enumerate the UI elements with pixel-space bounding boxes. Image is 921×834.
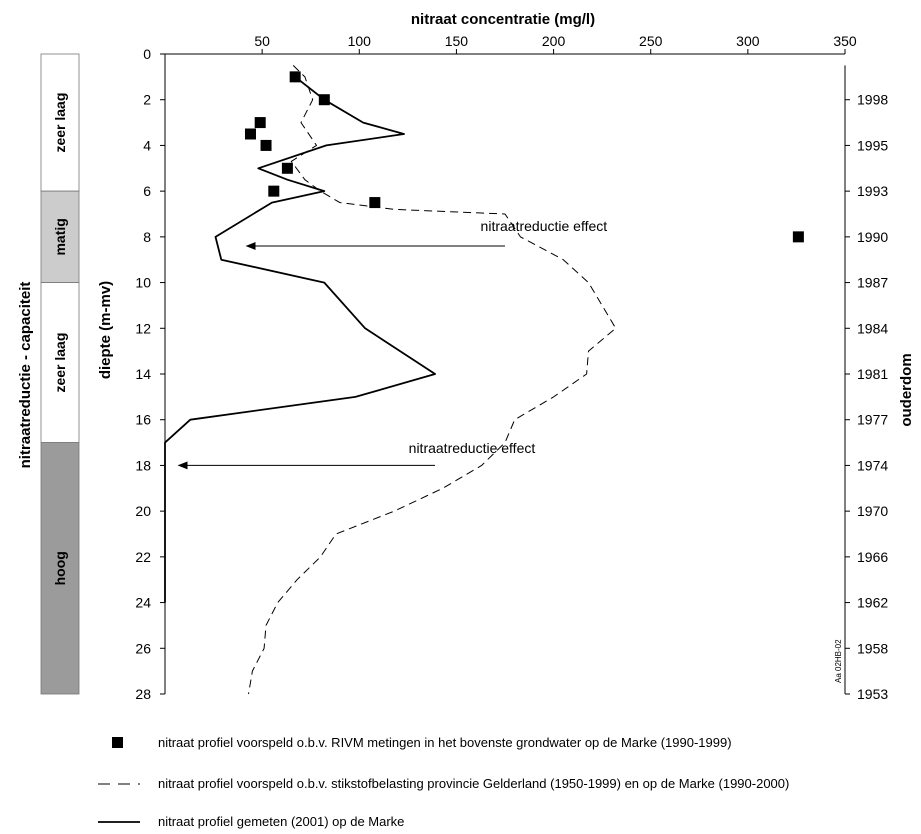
x-axis-ticks: 50 100 150 200 250 300 350 <box>254 33 857 54</box>
y-tick-label: 12 <box>135 320 151 336</box>
capacity-band-label: matig <box>52 218 68 255</box>
capacity-band-label: zeer laag <box>52 333 68 393</box>
capacity-band <box>40 442 80 695</box>
y-tick-label: 0 <box>143 46 151 62</box>
rivm-marker <box>268 185 280 197</box>
legend-label: nitraat profiel voorspeld o.b.v. RIVM me… <box>158 735 732 750</box>
x-tick-label: 250 <box>639 33 663 49</box>
capacity-bar: zeer laag matig zeer laag hoog <box>40 53 80 695</box>
measured-profile-line <box>164 76 436 603</box>
annotation-label: nitraatreductie effect <box>409 440 536 456</box>
x-tick-label: 150 <box>445 33 469 49</box>
x-axis-title: nitraat concentratie (mg/l) <box>411 11 595 28</box>
annotations: nitraatreductie effect nitraatreductie ef… <box>177 218 608 470</box>
right-axis-ticks: 1998 1995 1993 1990 1987 1984 1981 1977 1974 1970… <box>844 65 888 702</box>
rivm-marker <box>281 162 293 174</box>
right-tick-label: 1962 <box>857 595 888 611</box>
right-tick-label: 1987 <box>857 275 888 291</box>
rivm-marker <box>260 139 272 151</box>
x-tick-label: 100 <box>348 33 372 49</box>
legend-swatch-marker <box>112 737 123 748</box>
y-tick-label: 28 <box>135 686 151 702</box>
right-tick-label: 1977 <box>857 412 888 428</box>
rivm-marker <box>369 197 381 209</box>
x-tick-label: 50 <box>254 33 270 49</box>
y-tick-label: 22 <box>135 549 151 565</box>
legend: nitraat profiel voorspeld o.b.v. RIVM me… <box>98 735 789 829</box>
y-tick-label: 18 <box>135 457 151 473</box>
x-tick-label: 300 <box>736 33 760 49</box>
capacity-band <box>40 190 80 283</box>
right-tick-label: 1970 <box>857 503 888 519</box>
rivm-marker <box>792 231 804 243</box>
y-tick-label: 8 <box>143 229 151 245</box>
right-tick-label: 1966 <box>857 549 888 565</box>
rivm-marker <box>254 117 266 129</box>
y-tick-label: 26 <box>135 640 151 656</box>
y-tick-label: 6 <box>143 183 151 199</box>
x-tick-label: 350 <box>833 33 857 49</box>
capacity-axis-title: nitraatreductie - capaciteit <box>17 282 34 469</box>
y-tick-label: 2 <box>143 92 151 108</box>
legend-label: nitraat profiel gemeten (2001) op de Mar… <box>158 814 404 829</box>
series-layer <box>164 65 804 695</box>
right-tick-label: 1998 <box>857 92 888 108</box>
y-axis-title: diepte (m-mv) <box>97 281 114 379</box>
rivm-marker <box>244 128 256 140</box>
capacity-band-label: hoog <box>52 551 68 585</box>
right-tick-label: 1953 <box>857 686 888 702</box>
x-tick-label: 200 <box>542 33 566 49</box>
y-tick-label: 16 <box>135 412 151 428</box>
y-tick-label: 20 <box>135 503 151 519</box>
right-tick-label: 1981 <box>857 366 888 382</box>
right-tick-label: 1995 <box>857 137 888 153</box>
legend-label: nitraat profiel voorspeld o.b.v. stiksto… <box>158 776 789 791</box>
corner-code: Aa 02HB-02 <box>834 639 843 683</box>
right-tick-label: 1993 <box>857 183 888 199</box>
right-tick-label: 1974 <box>857 457 888 473</box>
y-tick-label: 10 <box>135 275 151 291</box>
right-tick-label: 1984 <box>857 320 888 336</box>
right-tick-label: 1958 <box>857 640 888 656</box>
capacity-band <box>40 282 80 443</box>
predicted-profile-line <box>248 65 617 695</box>
capacity-band-label: zeer laag <box>52 93 68 153</box>
right-tick-label: 1990 <box>857 229 888 245</box>
y-tick-label: 4 <box>143 137 151 153</box>
rivm-marker <box>289 71 301 83</box>
y-tick-label: 24 <box>135 595 151 611</box>
y-tick-label: 14 <box>135 366 151 382</box>
annotation-label: nitraatreductie effect <box>481 218 608 234</box>
right-axis-title: ouderdom <box>898 353 915 426</box>
